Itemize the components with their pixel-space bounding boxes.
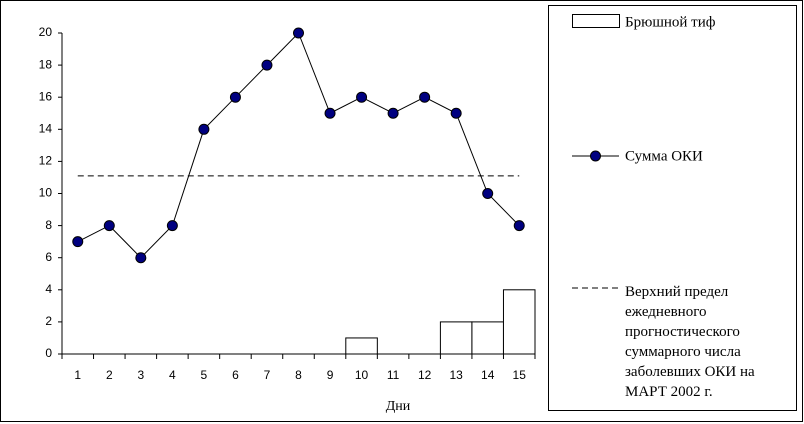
x-tick-label: 9 (327, 368, 334, 382)
marker (229, 91, 241, 103)
y-tick-label: 4 (45, 282, 52, 296)
x-tick-label: 3 (137, 368, 144, 382)
bar (439, 321, 473, 355)
x-tick-label: 12 (418, 368, 432, 382)
x-tick-label: 15 (513, 368, 527, 382)
marker (450, 107, 462, 119)
marker (103, 220, 115, 232)
x-tick-label: 10 (355, 368, 369, 382)
legend-label: Сумма ОКИ (625, 148, 703, 164)
marker (482, 188, 494, 199)
line (77, 32, 520, 259)
x-axis-label: Дни (386, 399, 411, 414)
x-tick-label: 7 (264, 368, 271, 382)
marker (419, 91, 431, 103)
x-tick-label: 4 (169, 368, 176, 382)
y-tick-label: 18 (39, 57, 53, 71)
y-tick-label: 12 (39, 154, 53, 168)
bar (345, 337, 378, 355)
marker (166, 220, 178, 232)
x-tick-label: 1 (74, 368, 81, 382)
y-tick-label: 0 (45, 346, 52, 360)
x-tick-label: 8 (295, 368, 302, 382)
legend-box (548, 5, 797, 411)
x-tick-label: 5 (201, 368, 208, 382)
marker (324, 107, 336, 119)
marker (387, 107, 399, 119)
marker (513, 220, 525, 232)
marker (135, 252, 147, 264)
y-tick-label: 14 (39, 121, 53, 135)
x-tick-label: 6 (232, 368, 239, 382)
marker (72, 236, 84, 248)
marker (261, 59, 273, 71)
legend-label: Брюшной тиф (625, 14, 716, 30)
x-tick-label: 11 (387, 368, 400, 382)
y-tick-label: 20 (39, 25, 53, 39)
y-tick-label: 6 (45, 250, 52, 264)
bar (502, 289, 536, 355)
x-tick-label: 13 (449, 368, 463, 382)
legend-marker (590, 150, 601, 162)
legend-label: Верхний предел ежедневного прогностическ… (625, 284, 755, 400)
y-tick-label: 8 (45, 218, 52, 232)
marker (356, 91, 368, 103)
y-tick-label: 10 (39, 186, 53, 200)
marker (198, 123, 210, 135)
marker (293, 27, 304, 39)
x-tick-label: 14 (481, 368, 495, 382)
y-tick-label: 16 (39, 89, 53, 103)
x-tick-label: 2 (106, 368, 113, 382)
y-tick-label: 2 (45, 314, 52, 328)
legend-swatch (572, 14, 620, 28)
bar (471, 321, 504, 355)
